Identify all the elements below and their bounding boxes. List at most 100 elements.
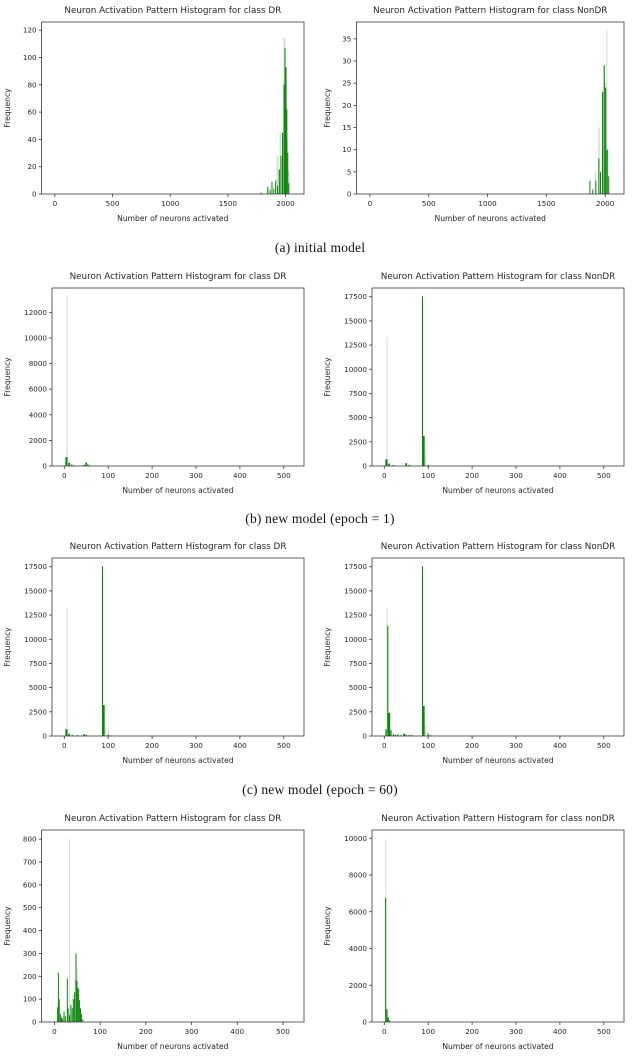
class-hist-bar	[80, 1014, 82, 1022]
class-hist-bar	[59, 1014, 61, 1022]
class-hist-bar	[421, 566, 424, 736]
background-hist-bar	[386, 337, 388, 466]
class-hist-series	[385, 897, 391, 1022]
y-tick-label: 0	[32, 190, 37, 199]
y-tick-label: 0	[362, 1018, 367, 1027]
background-hist-bar	[66, 295, 68, 466]
chart-initial-dr: 0 500 1000 1500 2000 0 20 40 60 80 100 120 Neuron Ac…	[0, 0, 320, 230]
plot-frame	[51, 287, 305, 467]
x-tick-label: 0	[62, 741, 67, 750]
class-hist-bar	[76, 735, 79, 736]
class-hist-bar	[392, 465, 394, 466]
y-tick-label: 200	[23, 972, 37, 981]
class-hist-bar	[77, 987, 79, 1022]
class-hist-bar	[85, 734, 87, 736]
x-tick-label: 200	[465, 741, 479, 750]
y-tick-label: 12500	[24, 611, 47, 620]
class-hist-bar	[57, 972, 59, 1022]
y-tick-label: 10000	[24, 333, 47, 342]
class-hist-bar	[283, 84, 285, 194]
x-tick-label: 100	[421, 471, 435, 480]
class-hist-bar	[385, 459, 388, 466]
class-hist-bar	[388, 463, 390, 466]
y-tick-label: 2500	[349, 707, 368, 716]
background-hist-bar	[107, 730, 110, 736]
y-axis-label: Frequency	[323, 906, 332, 946]
class-hist-bar	[592, 189, 594, 194]
x-tick-label: 500	[277, 741, 291, 750]
x-tick-label: 1000	[478, 199, 497, 208]
chart-final-dr: 0 100 200 300 400 500 0 100 200 300 400 500 600 700 80…	[0, 808, 320, 1058]
histogram-svg: 0 100 200 300 400 500 0 100 200 300 400 500 600 700 80…	[3, 814, 305, 1051]
y-tick-label: 4000	[29, 410, 48, 419]
x-tick-label: 500	[597, 471, 611, 480]
y-tick-label: 8000	[29, 359, 48, 368]
y-tick-label: 7500	[29, 659, 48, 668]
y-tick-label: 25	[342, 79, 351, 88]
y-tick-label: 0	[362, 462, 367, 471]
class-hist-bar	[388, 1020, 391, 1022]
x-axis-label: Number of neurons activated	[442, 486, 553, 495]
x-tick-label: 400	[553, 1027, 567, 1036]
y-tick-label: 8000	[349, 871, 368, 880]
y-tick-label: 80	[27, 80, 37, 89]
class-hist-bar	[408, 735, 410, 736]
x-tick-label: 100	[101, 741, 115, 750]
class-hist-bar	[58, 999, 60, 1022]
background-hist-bar	[66, 607, 68, 736]
class-hist-bar	[288, 183, 290, 194]
x-tick-label: 100	[101, 471, 115, 480]
class-hist-series	[57, 953, 84, 1022]
class-hist-bar	[271, 181, 273, 194]
caption-b: (b) new model (epoch = 1)	[245, 511, 395, 526]
x-tick-label: 500	[277, 471, 291, 480]
x-tick-label: 500	[106, 199, 120, 208]
class-hist-bar	[598, 158, 600, 194]
chart-initial-nondr: 0 500 1000 1500 2000 0 5 10 15 20 25 30 35 Neuron Act…	[320, 0, 640, 230]
background-hist-bar	[425, 725, 427, 736]
class-hist-bar	[65, 729, 68, 736]
class-hist-bar	[68, 733, 70, 736]
y-tick-label: 0	[362, 732, 367, 741]
y-tick-label: 15000	[344, 586, 367, 595]
class-hist-bar	[287, 153, 289, 194]
class-hist-bar	[70, 1004, 72, 1022]
y-tick-label: 17500	[344, 292, 367, 301]
x-tick-label: 300	[189, 471, 203, 480]
plot-frame	[41, 829, 305, 1023]
x-tick-label: 1500	[537, 199, 556, 208]
x-tick-label: 0	[382, 741, 387, 750]
plot-frame	[51, 557, 305, 737]
class-hist-bar	[64, 1016, 66, 1022]
chart-title: Neuron Activation Pattern Histogram for …	[381, 542, 615, 552]
x-tick-label: 0	[62, 471, 67, 480]
x-tick-label: 400	[233, 741, 247, 750]
class-hist-bar	[80, 1008, 81, 1022]
y-axis-label: Frequency	[323, 627, 332, 667]
y-tick-label: 12500	[344, 611, 367, 620]
y-tick-label: 15000	[24, 586, 47, 595]
class-hist-bar	[101, 566, 104, 736]
chart-row-final: 0 100 200 300 400 500 0 100 200 300 400 500 600 700 80…	[0, 808, 640, 1058]
class-hist-bar	[63, 1011, 65, 1022]
background-hist-bar	[69, 839, 71, 1022]
class-hist-bar	[408, 464, 410, 466]
class-hist-bar	[405, 734, 407, 736]
class-hist-bar	[69, 1015, 71, 1022]
y-axis-label: Frequency	[3, 627, 12, 667]
x-tick-label: 1500	[219, 199, 238, 208]
class-hist-bar	[277, 185, 279, 194]
y-tick-label: 17500	[344, 562, 367, 571]
class-hist-bar	[67, 1008, 69, 1022]
background-hist-bar	[607, 149, 609, 194]
x-tick-label: 300	[509, 471, 523, 480]
class-hist-bar	[76, 980, 78, 1022]
class-hist-bar	[388, 712, 391, 736]
x-tick-label: 300	[185, 1027, 199, 1036]
y-tick-label: 10000	[344, 365, 367, 374]
x-tick-label: 100	[421, 1027, 435, 1036]
y-tick-label: 17500	[24, 562, 47, 571]
class-hist-bar	[427, 733, 429, 736]
background-hist-bar	[288, 170, 290, 194]
class-hist-bar	[79, 1000, 81, 1022]
